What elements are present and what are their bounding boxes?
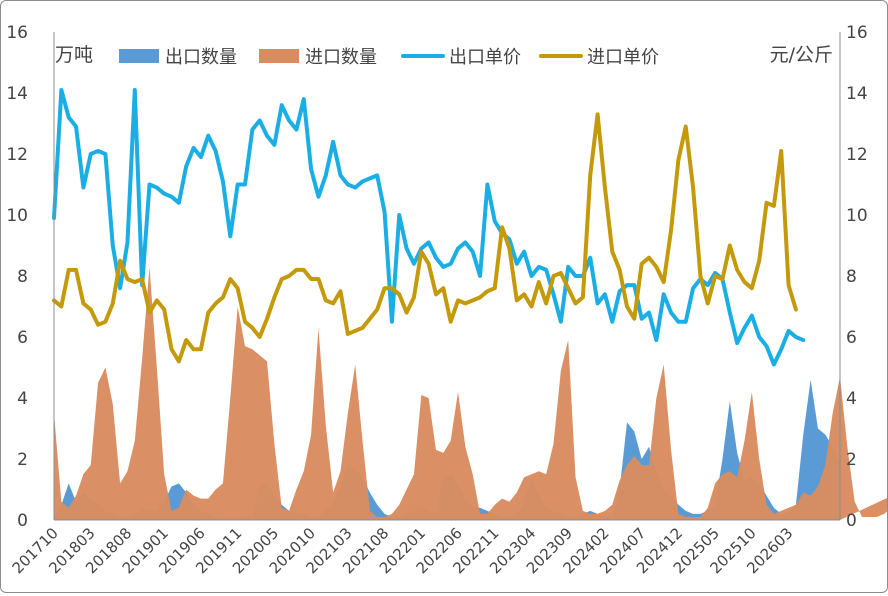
series-area-1 xyxy=(54,266,888,520)
right-unit-label: 元/公斤 xyxy=(770,44,833,66)
y-right-tick-label: 4 xyxy=(846,389,857,409)
axes-layer xyxy=(53,32,841,521)
y-left-tick-label: 10 xyxy=(6,206,28,226)
y-right-tick-label: 6 xyxy=(846,328,857,348)
y-right-tick-label: 14 xyxy=(846,84,868,104)
line-layer xyxy=(52,87,806,367)
series-line-2 xyxy=(52,87,806,367)
y-left-tick-label: 12 xyxy=(6,145,28,165)
y-right-tick-label: 2 xyxy=(846,450,857,470)
series-line-3 xyxy=(52,112,798,364)
legend-label-2: 出口单价 xyxy=(449,47,521,68)
y-left-tick-label: 16 xyxy=(6,23,28,43)
y-left-tick-label: 0 xyxy=(17,511,28,531)
legend-label-1: 进口数量 xyxy=(305,47,377,68)
y-left-tick-label: 6 xyxy=(17,328,28,348)
y-left-tick-label: 4 xyxy=(17,389,28,409)
legend-label-3: 进口单价 xyxy=(587,47,659,68)
legend: 出口数量 进口数量 出口单价 进口单价 xyxy=(119,47,659,68)
y-right-tick-label: 16 xyxy=(846,23,868,43)
y-left-tick-label: 2 xyxy=(17,450,28,470)
legend-swatch-0 xyxy=(119,49,159,63)
legend-swatch-1 xyxy=(259,49,299,63)
y-right-tick-label: 0 xyxy=(846,511,857,531)
y-left-tick-label: 8 xyxy=(17,267,28,287)
area-layer xyxy=(54,266,888,520)
y-right-tick-label: 8 xyxy=(846,267,857,287)
legend-label-0: 出口数量 xyxy=(165,47,237,68)
left-unit-label: 万吨 xyxy=(55,44,93,66)
y-right-tick-label: 12 xyxy=(846,145,868,165)
y-left-tick-label: 14 xyxy=(6,84,28,104)
y-right-tick-label: 10 xyxy=(846,206,868,226)
